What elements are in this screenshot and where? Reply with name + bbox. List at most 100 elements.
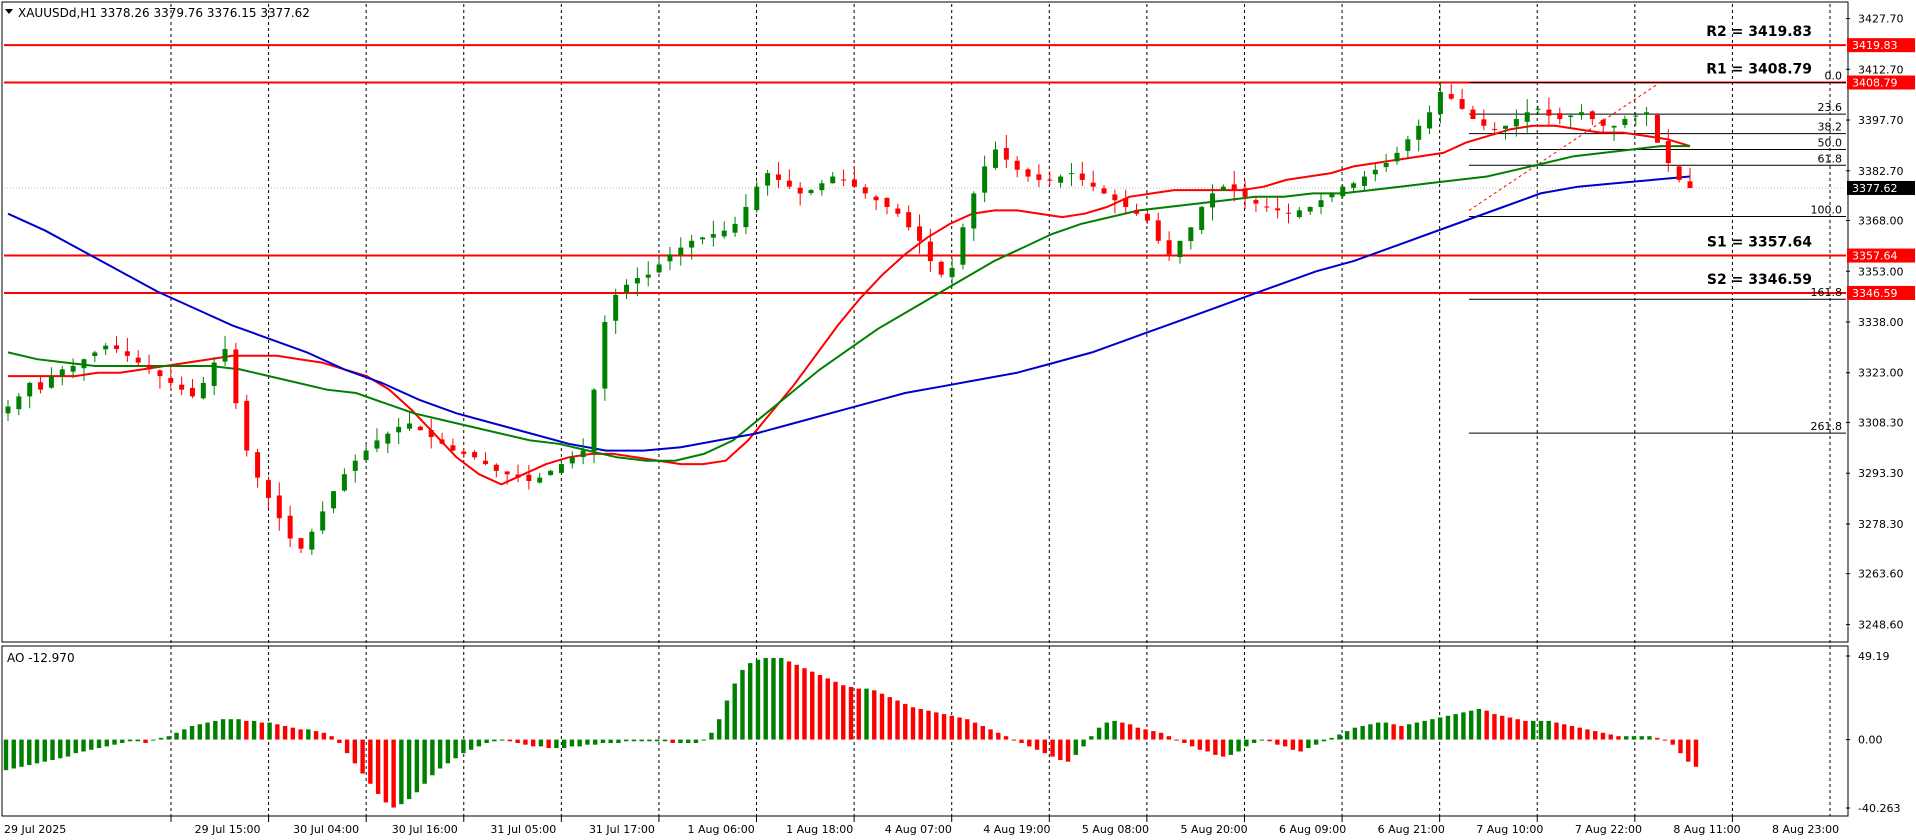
oscillator-bar <box>1081 739 1086 747</box>
symbol-dropdown-icon[interactable] <box>5 9 13 14</box>
oscillator-bar <box>368 739 373 784</box>
oscillator-bar <box>1585 729 1590 740</box>
oscillator-bar <box>1383 722 1389 740</box>
oscillator-bar <box>895 700 900 740</box>
candle-body <box>1622 119 1628 125</box>
candle-body <box>1481 119 1487 126</box>
candle-body <box>797 187 803 194</box>
oscillator-bar <box>375 739 381 794</box>
oscillator-bar <box>414 739 420 793</box>
oscillator-bar <box>1631 736 1637 740</box>
oscillator-bar <box>182 729 187 740</box>
candle-body <box>103 345 109 350</box>
oscillator-bar <box>166 736 171 740</box>
candle-body <box>862 187 868 194</box>
oscillator-bar <box>856 688 861 740</box>
candle-body <box>504 471 510 475</box>
oscillator-bar <box>27 739 32 766</box>
awesome-oscillator-bars <box>3 658 1699 808</box>
candle-body <box>1307 206 1313 212</box>
level-label-s2: S2 = 3346.59 <box>1707 272 1812 288</box>
oscillator-bar <box>11 739 16 769</box>
candle-body <box>233 349 239 404</box>
time-axis: 29 Jul 2025 29 Jul 15:00 30 Jul 04:00 30 Ju… <box>4 816 1839 836</box>
oscillator-bar <box>530 739 536 747</box>
oscillator-bar <box>740 669 745 740</box>
y-tick-label: 3278.30 <box>1858 518 1904 531</box>
oscillator-bar <box>1112 720 1117 740</box>
oscillator-bar <box>864 688 869 740</box>
candle-body <box>1285 212 1291 214</box>
candle-body <box>1101 188 1107 194</box>
candle-body <box>938 261 944 275</box>
candle-body <box>1079 173 1085 180</box>
candle-body <box>276 495 282 519</box>
oscillator-bar <box>143 739 148 743</box>
oscillator-bar <box>949 715 954 740</box>
candle-body <box>472 451 478 458</box>
candle-body <box>265 480 271 498</box>
y-tick-label: 3427.70 <box>1858 13 1904 26</box>
oscillator-bar <box>1189 739 1195 747</box>
x-tick-label: 7 Aug 22:00 <box>1575 823 1642 836</box>
candle-body <box>634 278 640 284</box>
candle-body <box>341 474 347 491</box>
candle-body <box>678 247 684 256</box>
y-tick-label: 3397.70 <box>1858 114 1904 127</box>
oscillator-bar <box>1127 724 1133 740</box>
oscillator-bar <box>244 720 249 740</box>
y-tick-label: 3353.00 <box>1858 265 1904 278</box>
oscillator-bar <box>717 719 722 740</box>
oscillator-bar <box>965 719 970 740</box>
oscillator-bar <box>1546 720 1551 740</box>
oscillator-bar <box>647 739 652 742</box>
x-tick-label: 8 Aug 11:00 <box>1673 823 1740 836</box>
candle-body <box>1068 173 1074 175</box>
oscillator-bar <box>848 686 854 740</box>
candle-body <box>1047 179 1053 181</box>
oscillator-bar <box>1422 720 1427 740</box>
oscillator-bar <box>763 658 768 740</box>
oscillator-bar <box>1461 712 1466 740</box>
candle-body <box>1361 176 1367 186</box>
oscillator-bar <box>1484 710 1489 740</box>
oscillator-bar <box>1337 734 1342 740</box>
candle-body <box>287 515 293 539</box>
oscillator-bar <box>569 739 575 747</box>
candle-body <box>613 294 619 321</box>
candle-body <box>385 433 391 444</box>
oscillator-bar <box>538 739 544 747</box>
oscillator-bar <box>1375 722 1381 740</box>
candle-body <box>189 387 195 397</box>
oscillator-bar <box>1259 739 1265 741</box>
oscillator-bar <box>205 722 210 740</box>
fib-level-label: 38.2 <box>1818 121 1843 134</box>
candle-body <box>754 186 760 211</box>
oscillator-bar <box>58 739 63 759</box>
fib-level-label: 161.8 <box>1811 286 1843 299</box>
oscillator-bar <box>1662 739 1668 741</box>
candle-body <box>244 400 250 451</box>
oscillator-bar <box>321 732 327 740</box>
oscillator-bar <box>1437 717 1443 740</box>
candle-body <box>580 450 586 458</box>
candle-body <box>363 450 369 461</box>
x-tick-label: 29 Jul 2025 <box>4 823 66 836</box>
oscillator-bar <box>670 739 675 743</box>
candle-body <box>841 179 847 181</box>
oscillator-bar <box>1476 708 1482 740</box>
oscillator-bar <box>251 720 257 740</box>
oscillator-bar <box>825 678 830 740</box>
oscillator-bar <box>352 739 358 764</box>
oscillator-bar <box>833 681 838 740</box>
oscillator-bar <box>151 739 156 741</box>
oscillator-bar <box>1344 731 1350 740</box>
oscillator-bar <box>453 739 458 759</box>
candle-body <box>1394 152 1400 162</box>
oscillator-bar <box>910 707 916 740</box>
candle-body <box>1492 128 1498 130</box>
oscillator-bar <box>290 727 296 740</box>
candle-body <box>873 196 879 201</box>
oscillator-bar <box>1647 736 1652 740</box>
